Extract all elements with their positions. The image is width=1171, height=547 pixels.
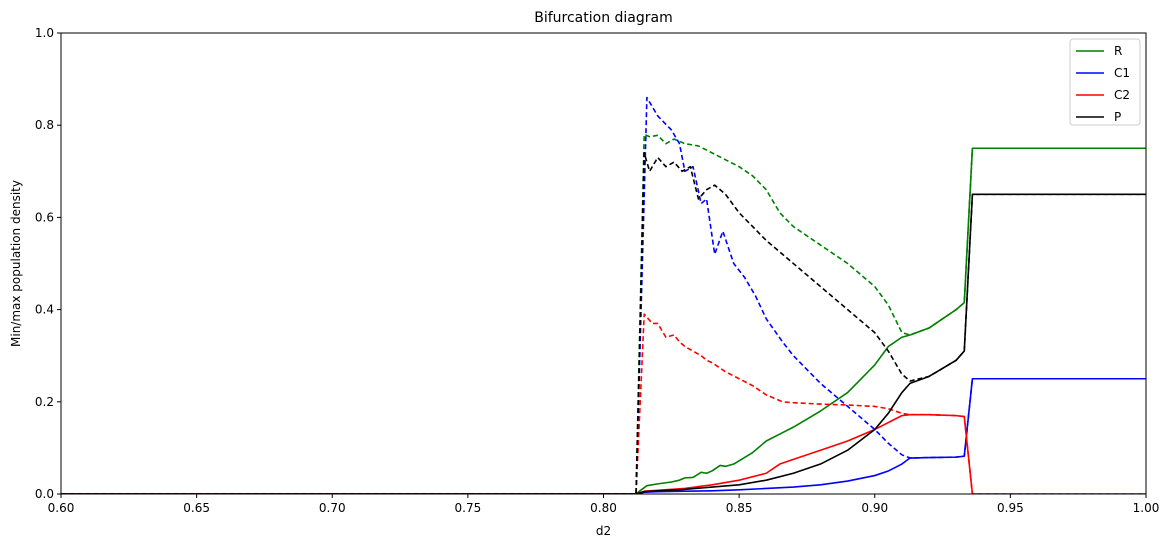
x-tick-label: 1.00 xyxy=(1133,501,1160,515)
x-tick-label: 0.65 xyxy=(183,501,210,515)
legend-label: C2 xyxy=(1114,88,1130,102)
series-lines xyxy=(61,96,1146,494)
x-tick-label: 0.85 xyxy=(726,501,753,515)
x-tick-label: 0.90 xyxy=(861,501,888,515)
series-line-c2-max xyxy=(61,313,1146,494)
x-tick-label: 0.75 xyxy=(455,501,482,515)
y-tick-label: 0.6 xyxy=(35,210,54,224)
x-axis: 0.60 0.65 0.70 0.75 0.80 0.85 0.90 0.95 1.00 xyxy=(48,494,1160,515)
y-tick-label: 0.4 xyxy=(35,303,54,317)
series-line-p-max xyxy=(61,152,1146,494)
x-tick-label: 0.80 xyxy=(590,501,617,515)
plot-area xyxy=(60,32,1147,495)
legend-box xyxy=(1069,38,1141,126)
series-line-c2 xyxy=(61,413,1146,494)
chart-title: Bifurcation diagram xyxy=(534,10,673,26)
y-tick-label: 0.2 xyxy=(35,395,54,409)
x-axis-title: d2 xyxy=(596,524,611,538)
y-tick-label: 0.0 xyxy=(35,487,54,501)
x-tick-label: 0.95 xyxy=(997,501,1024,515)
x-tick-label: 0.60 xyxy=(48,501,75,515)
series-line-c1-max xyxy=(61,96,1146,494)
series-line-c1 xyxy=(61,377,1146,494)
series-line-r-max xyxy=(61,133,1146,494)
y-tick-label: 0.8 xyxy=(35,118,54,132)
series-line-r xyxy=(61,147,1146,494)
legend-label: R xyxy=(1114,44,1122,58)
x-tick-label: 0.70 xyxy=(319,501,346,515)
legend-label: P xyxy=(1114,110,1121,124)
y-axis: 0.0 0.2 0.4 0.6 0.8 1.0 xyxy=(35,26,61,501)
plot-frame xyxy=(60,32,1147,495)
legend-label: C1 xyxy=(1114,66,1130,80)
y-axis-title: Min/max population density xyxy=(9,180,23,347)
series-line-p xyxy=(61,193,1146,494)
legend: R C1 C2 P xyxy=(1069,38,1141,126)
y-tick-label: 1.0 xyxy=(35,26,54,40)
